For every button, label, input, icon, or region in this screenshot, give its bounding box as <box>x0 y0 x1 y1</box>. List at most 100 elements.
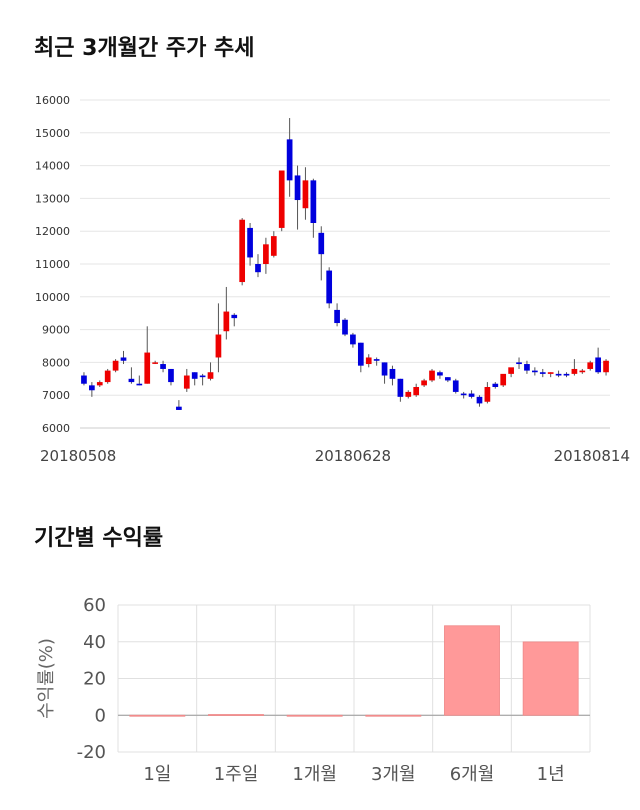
candle-down <box>437 372 443 376</box>
candle-down <box>286 139 293 181</box>
candle-down <box>468 393 475 397</box>
y-tick-label: 15000 <box>35 127 70 140</box>
candle-down <box>492 383 499 387</box>
candle-down <box>310 180 317 223</box>
candle-up <box>413 387 420 396</box>
candle-down <box>444 377 451 381</box>
price-candlestick-chart: 6000 7000 8000 9000 10000 11000 12000 13000 1400… <box>35 94 630 465</box>
x-tick-label: 20180628 <box>315 447 391 465</box>
y-tick-label: 7000 <box>42 389 70 402</box>
candle-down <box>452 380 459 392</box>
candle-up <box>547 372 554 374</box>
candle-down <box>539 372 546 374</box>
candle-down <box>460 393 467 396</box>
candle-down <box>350 334 356 345</box>
y-axis-label: 수익률(%) <box>36 638 57 719</box>
candle-up <box>152 362 158 364</box>
candle-up <box>215 334 222 358</box>
price-trend-title: 최근 3개월간 주가 추세 <box>34 36 255 61</box>
y-tick-label: 13000 <box>35 192 70 205</box>
candle-up <box>405 391 412 397</box>
candle-down <box>563 373 570 376</box>
candle-up <box>484 387 491 402</box>
candle-down <box>247 227 253 258</box>
return-bar <box>444 625 500 716</box>
candle-up <box>571 368 578 374</box>
x-category-label: 1개월 <box>292 764 337 785</box>
x-category-label: 3개월 <box>371 764 416 785</box>
return-bar <box>286 714 343 717</box>
candle-down <box>294 175 301 201</box>
candle-up <box>223 311 230 332</box>
return-bar <box>365 714 422 717</box>
candle-down <box>334 309 340 324</box>
return-bar <box>129 714 186 717</box>
candle-down <box>199 375 206 378</box>
return-bar <box>522 641 579 716</box>
candle-down <box>397 378 404 397</box>
candle-up <box>183 375 190 389</box>
candle-down <box>136 383 143 386</box>
candle-down <box>81 375 87 384</box>
candle-down <box>595 357 601 373</box>
candle-down <box>342 319 348 335</box>
x-tick-label: 20180814 <box>554 447 630 465</box>
candle-up <box>144 352 151 384</box>
x-category-label: 6개월 <box>450 764 495 785</box>
period-return-title: 기간별 수익률 <box>34 526 164 551</box>
candle-up <box>429 370 435 381</box>
x-tick-label: 20180508 <box>40 447 116 465</box>
candle-up <box>104 370 111 383</box>
y-tick-label: 60 <box>83 595 106 616</box>
candle-down <box>389 368 396 379</box>
y-tick-label: 9000 <box>42 324 70 337</box>
candle-up <box>302 180 309 209</box>
candle-down <box>191 372 198 379</box>
candle-down <box>476 396 483 404</box>
y-tick-label: 20 <box>83 669 106 690</box>
y-tick-label: 16000 <box>35 94 70 107</box>
candle-up <box>603 360 609 373</box>
candle-up <box>239 219 246 283</box>
candle-down <box>532 370 538 373</box>
candle-down <box>318 232 325 255</box>
candle-down <box>373 359 380 361</box>
y-tick-label: 0 <box>95 705 106 726</box>
y-tick-label: 11000 <box>35 258 70 271</box>
candle-up <box>270 236 277 256</box>
candle-up <box>421 380 427 386</box>
x-category-label: 1주일 <box>214 764 259 785</box>
candle-down <box>160 364 166 369</box>
y-tick-label: 8000 <box>42 356 70 369</box>
candle-up <box>500 373 507 386</box>
candle-down <box>326 270 333 304</box>
x-category-label: 1년 <box>537 764 565 785</box>
y-tick-label: 6000 <box>42 422 70 435</box>
candle-up <box>579 370 586 373</box>
candle-down <box>120 357 127 361</box>
x-category-label: 1일 <box>143 764 171 785</box>
candle-down <box>89 385 95 391</box>
y-tick-label: 14000 <box>35 160 70 173</box>
y-tick-label: 12000 <box>35 225 70 238</box>
candle-up <box>365 357 372 365</box>
candle-down <box>176 406 182 410</box>
y-tick-label: -20 <box>77 742 106 763</box>
y-tick-label: 40 <box>83 632 106 653</box>
candle-down <box>524 364 530 371</box>
candle-down <box>168 368 174 383</box>
candle-down <box>381 362 388 376</box>
return-bar <box>208 714 264 716</box>
candle-up <box>263 244 269 264</box>
candle-down <box>516 362 522 365</box>
candle-down <box>555 373 562 376</box>
candle-up <box>207 372 214 379</box>
candle-up <box>508 367 514 374</box>
period-return-bar-chart: -20 0 20 40 60 1일 1주일 1개월 3개월 6개월 1년 수익률(%) <box>36 595 591 785</box>
candle-up <box>278 170 285 228</box>
candle-up <box>587 362 594 369</box>
candle-up <box>96 382 103 386</box>
candle-down <box>255 264 261 273</box>
candle-up <box>112 360 119 371</box>
y-tick-label: 10000 <box>35 291 70 304</box>
